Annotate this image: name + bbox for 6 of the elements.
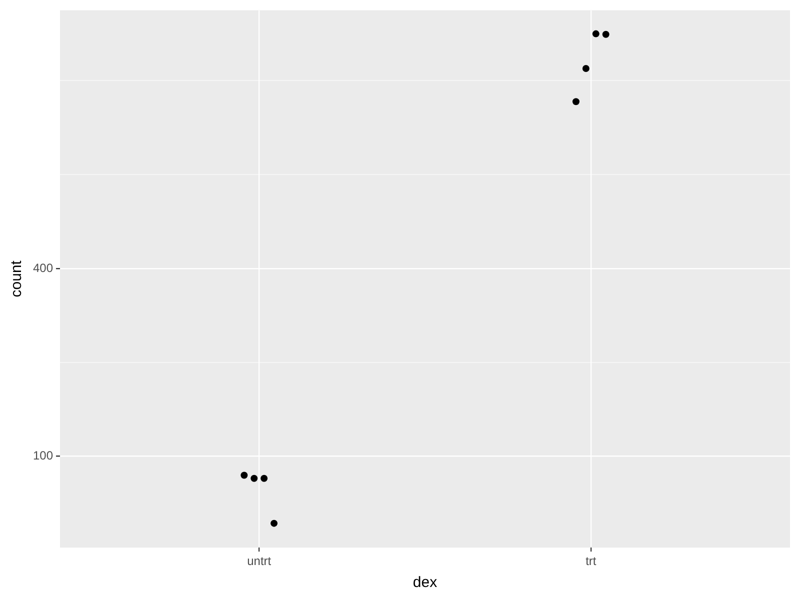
x-tick-label: untrt — [247, 554, 272, 568]
y-tick-label: 400 — [32, 260, 54, 275]
y-tick-label: 100 — [32, 448, 54, 463]
x-axis-title: dex — [412, 574, 438, 592]
y-axis-title: count — [8, 260, 26, 298]
x-tick-label: trt — [586, 554, 597, 568]
